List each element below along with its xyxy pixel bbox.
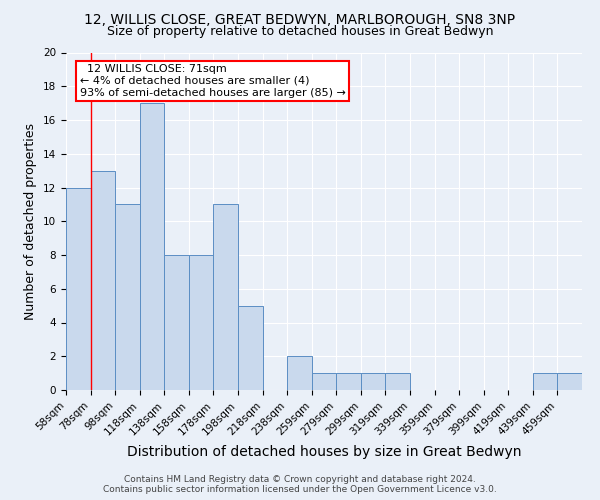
Bar [533, 373, 557, 390]
Bar [91, 170, 115, 390]
Bar [557, 373, 582, 390]
Text: Size of property relative to detached houses in Great Bedwyn: Size of property relative to detached ho… [107, 25, 493, 38]
Text: Contains HM Land Registry data © Crown copyright and database right 2024.
Contai: Contains HM Land Registry data © Crown c… [103, 474, 497, 494]
Bar [66, 188, 91, 390]
Bar [385, 373, 410, 390]
Bar [164, 255, 189, 390]
Bar [214, 204, 238, 390]
Text: 12, WILLIS CLOSE, GREAT BEDWYN, MARLBOROUGH, SN8 3NP: 12, WILLIS CLOSE, GREAT BEDWYN, MARLBORO… [85, 12, 515, 26]
Bar [238, 306, 263, 390]
Bar [189, 255, 214, 390]
Y-axis label: Number of detached properties: Number of detached properties [25, 122, 37, 320]
Bar [312, 373, 336, 390]
Bar [361, 373, 385, 390]
Text: 12 WILLIS CLOSE: 71sqm  
← 4% of detached houses are smaller (4)
93% of semi-det: 12 WILLIS CLOSE: 71sqm ← 4% of detached … [80, 64, 346, 98]
Bar [115, 204, 140, 390]
Bar [140, 103, 164, 390]
X-axis label: Distribution of detached houses by size in Great Bedwyn: Distribution of detached houses by size … [127, 445, 521, 459]
Bar [287, 356, 312, 390]
Bar [336, 373, 361, 390]
